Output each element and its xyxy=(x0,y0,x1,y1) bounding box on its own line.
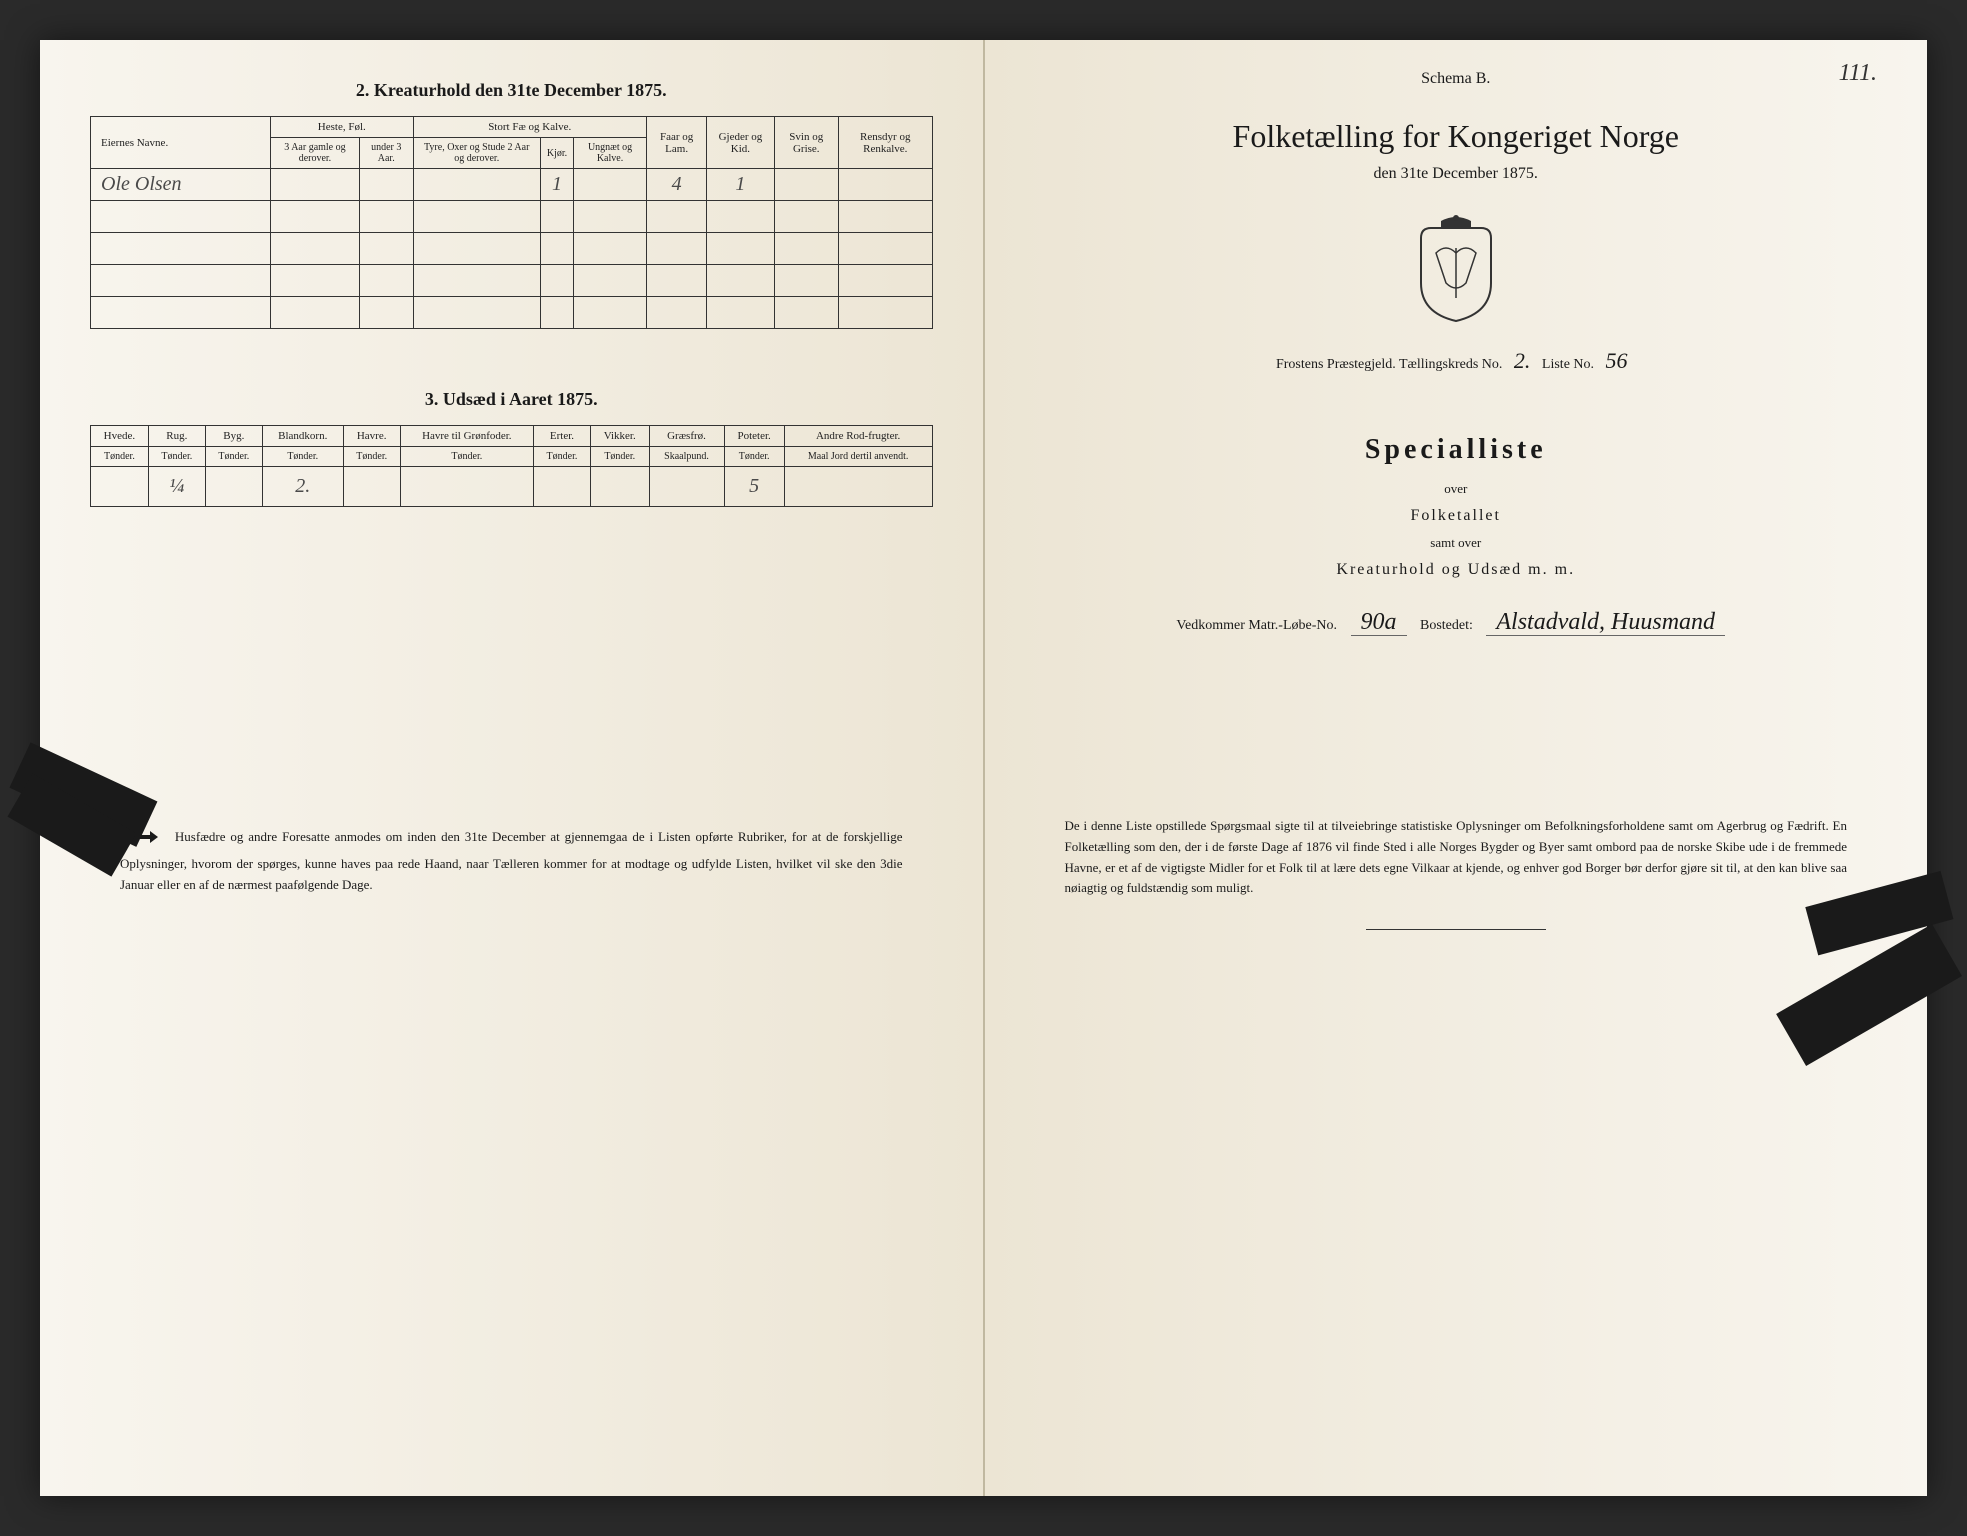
unit-rug: Tønder. xyxy=(148,447,205,467)
unit-byg: Tønder. xyxy=(205,447,262,467)
table-row xyxy=(91,233,933,265)
table-row xyxy=(91,297,933,329)
table-row: ¼ 2. 5 xyxy=(91,467,933,507)
main-title: Folketælling for Kongeriget Norge xyxy=(1035,118,1878,155)
table-row xyxy=(91,265,933,297)
header-stort-group: Stort Fæ og Kalve. xyxy=(413,117,646,138)
subtitle: den 31te December 1875. xyxy=(1035,165,1878,183)
table-row: Ole Olsen 1 4 1 xyxy=(91,169,933,201)
header-stort-kjor: Kjør. xyxy=(540,138,573,169)
parish-line: Frostens Præstegjeld. Tællingskreds No. … xyxy=(1035,348,1878,374)
right-page: 111. Schema B. Folketælling for Kongerig… xyxy=(985,40,1928,1496)
kreaturhold-table: Eiernes Navne. Heste, Føl. Stort Fæ og K… xyxy=(90,116,933,329)
cell-rug: ¼ xyxy=(148,467,205,507)
cell-blandkorn: 2. xyxy=(262,467,343,507)
parish-prefix: Frostens Præstegjeld. Tællingskreds No. xyxy=(1276,357,1502,372)
unit-havre: Tønder. xyxy=(343,447,400,467)
udsaed-table: Hvede. Rug. Byg. Blandkorn. Havre. Havre… xyxy=(90,425,933,507)
specialliste-title: Specialliste xyxy=(1035,434,1878,466)
table-row xyxy=(91,201,933,233)
cell-faar: 4 xyxy=(646,169,706,201)
header-stort-ungnet: Ungnæt og Kalve. xyxy=(574,138,647,169)
cell-poteter: 5 xyxy=(724,467,784,507)
header-heste-3aar: 3 Aar gamle og derover. xyxy=(271,138,360,169)
notice-paragraph: Husfædre og andre Foresatte anmodes om i… xyxy=(120,827,903,895)
left-page: 2. Kreaturhold den 31te December 1875. E… xyxy=(40,40,985,1496)
unit-erter: Tønder. xyxy=(533,447,590,467)
header-rug: Rug. xyxy=(148,426,205,447)
header-rensdyr: Rensdyr og Renkalve. xyxy=(839,117,932,169)
bosted-label: Bostedet: xyxy=(1420,618,1473,633)
unit-hvede: Tønder. xyxy=(91,447,149,467)
header-andre: Andre Rod-frugter. xyxy=(784,426,932,447)
liste-value: 56 xyxy=(1606,348,1628,373)
cell-gjeder: 1 xyxy=(707,169,774,201)
header-havre-gron: Havre til Grønfoder. xyxy=(400,426,533,447)
over-label: over xyxy=(1035,481,1878,497)
header-svin: Svin og Grise. xyxy=(774,117,838,169)
page-clip xyxy=(1776,924,1962,1066)
section2-title: 2. Kreaturhold den 31te December 1875. xyxy=(90,80,933,101)
cell-navn: Ole Olsen xyxy=(91,169,271,201)
header-poteter: Poteter. xyxy=(724,426,784,447)
header-stort-tyre: Tyre, Oxer og Stude 2 Aar og derover. xyxy=(413,138,540,169)
schema-label: Schema B. xyxy=(1035,70,1878,88)
liste-label: Liste No. xyxy=(1542,357,1594,372)
unit-vikker: Tønder. xyxy=(590,447,649,467)
vedkommer-label: Vedkommer Matr.-Løbe-No. xyxy=(1176,618,1337,633)
notice-text: Husfædre og andre Foresatte anmodes om i… xyxy=(120,829,903,892)
page-number: 111. xyxy=(1839,60,1877,87)
cell-kjor: 1 xyxy=(540,169,573,201)
samt-over-label: samt over xyxy=(1035,535,1878,551)
unit-blandkorn: Tønder. xyxy=(262,447,343,467)
header-eiernavne: Eiernes Navne. xyxy=(91,117,271,169)
header-vikker: Vikker. xyxy=(590,426,649,447)
folketallet-label: Folketallet xyxy=(1035,507,1878,525)
bosted-value: Alstadvald, Huusmand xyxy=(1486,609,1725,636)
unit-poteter: Tønder. xyxy=(724,447,784,467)
header-faar: Faar og Lam. xyxy=(646,117,706,169)
unit-andre: Maal Jord dertil anvendt. xyxy=(784,447,932,467)
header-byg: Byg. xyxy=(205,426,262,447)
section3-title: 3. Udsæd i Aaret 1875. xyxy=(90,389,933,410)
unit-graesfro: Skaalpund. xyxy=(649,447,724,467)
unit-havre-gron: Tønder. xyxy=(400,447,533,467)
header-havre: Havre. xyxy=(343,426,400,447)
coat-of-arms-icon xyxy=(1035,213,1878,328)
book-spread: 2. Kreaturhold den 31te December 1875. E… xyxy=(40,40,1927,1496)
header-graesfro: Græsfrø. xyxy=(649,426,724,447)
bosted-line: Vedkommer Matr.-Løbe-No. 90a Bostedet: A… xyxy=(1035,609,1878,636)
header-erter: Erter. xyxy=(533,426,590,447)
header-gjeder: Gjeder og Kid. xyxy=(707,117,774,169)
divider xyxy=(1366,929,1546,930)
parish-kreds-value: 2. xyxy=(1514,348,1531,373)
header-blandkorn: Blandkorn. xyxy=(262,426,343,447)
body-paragraph: De i denne Liste opstillede Spørgsmaal s… xyxy=(1065,816,1848,899)
header-hvede: Hvede. xyxy=(91,426,149,447)
matr-no-value: 90a xyxy=(1351,609,1407,636)
header-heste-under3: under 3 Aar. xyxy=(359,138,413,169)
header-heste-group: Heste, Føl. xyxy=(271,117,414,138)
kreaturhold-label: Kreaturhold og Udsæd m. m. xyxy=(1035,561,1878,579)
